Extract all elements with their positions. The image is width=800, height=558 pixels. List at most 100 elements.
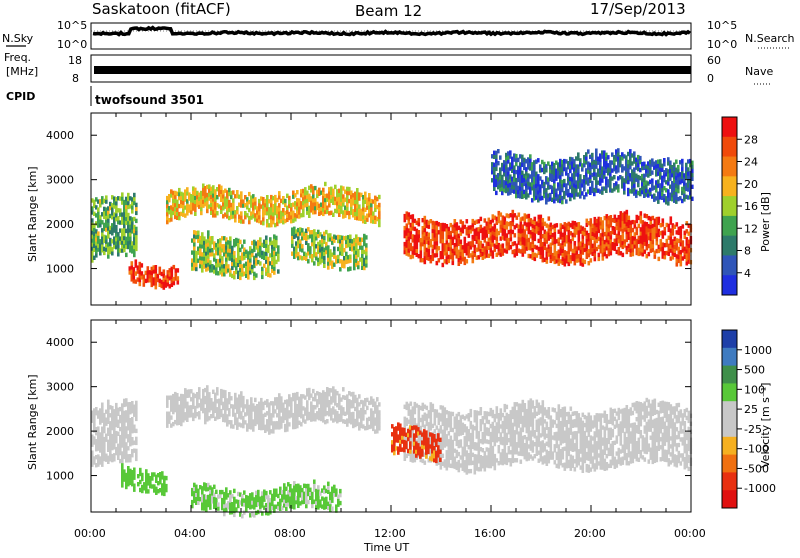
heatmap-cell (332, 189, 335, 193)
heatmap-cell (121, 192, 124, 196)
heatmap-cell (273, 270, 276, 274)
heatmap-cell (416, 249, 419, 253)
heatmap-cell (346, 207, 349, 211)
y-tick-label: 2000 (46, 218, 74, 231)
heatmap-cell (125, 430, 128, 434)
heatmap-cell (227, 264, 230, 268)
heatmap-cell (240, 195, 243, 199)
heatmap-cell (432, 404, 435, 408)
heatmap-cell (135, 457, 138, 461)
heatmap-cell (277, 253, 280, 257)
freq-label-1: Freq. (4, 51, 31, 64)
heatmap-cell (585, 156, 588, 160)
heatmap-cell (115, 403, 118, 407)
heatmap-cell (609, 184, 612, 188)
heatmap-cell (229, 240, 232, 244)
cpid-value: twofsound 3501 (95, 93, 204, 107)
heatmap-cell (335, 488, 338, 492)
heatmap-cell (133, 197, 136, 201)
heatmap-cell (260, 410, 263, 414)
heatmap-cell (333, 251, 336, 255)
heatmap-cell (268, 406, 271, 410)
heatmap-cell (93, 416, 96, 420)
heatmap-cell (266, 195, 269, 199)
heatmap-cell (633, 183, 636, 187)
heatmap-cell (424, 461, 427, 465)
heatmap-cell (438, 246, 441, 250)
heatmap-cell (307, 484, 310, 488)
noise-right-tick-high: 10^5 (707, 19, 737, 32)
heatmap-cell (133, 472, 136, 476)
heatmap-cell (677, 165, 680, 169)
heatmap-cell (255, 273, 258, 277)
heatmap-cell (197, 493, 200, 497)
heatmap-cell (296, 190, 299, 194)
heatmap-cell (365, 251, 368, 255)
heatmap-cell (348, 215, 351, 219)
heatmap-cell (280, 424, 283, 428)
heatmap-cell (273, 497, 276, 501)
heatmap-cell (378, 203, 381, 207)
heatmap-cell (221, 260, 224, 264)
heatmap-cell (515, 154, 518, 158)
heatmap-cell (262, 406, 265, 410)
heatmap-cell (290, 401, 293, 405)
heatmap-cell (629, 149, 632, 153)
heatmap-cell (434, 421, 437, 425)
heatmap-cell (448, 259, 451, 263)
heatmap-cell (466, 219, 469, 223)
heatmap-cell (257, 490, 260, 494)
heatmap-cell (378, 195, 381, 199)
heatmap-cell (135, 207, 138, 211)
heatmap-cell (472, 259, 475, 263)
heatmap-cell (442, 235, 445, 239)
heatmap-cell (234, 218, 237, 222)
heatmap-cell (365, 247, 368, 251)
noise-right-label: N.Search (745, 32, 795, 45)
heatmap-cell (270, 417, 273, 421)
heatmap-cell (286, 427, 289, 431)
heatmap-cell (677, 189, 680, 193)
heatmap-cell (529, 190, 532, 194)
heatmap-cell (205, 507, 208, 511)
heatmap-cell (669, 161, 672, 165)
heatmap-cell (529, 158, 532, 162)
heatmap-cell (307, 500, 310, 504)
heatmap-cell (442, 239, 445, 243)
heatmap-cell (420, 250, 423, 254)
heatmap-cell (125, 253, 128, 257)
heatmap-cell (193, 246, 196, 250)
heatmap-cell (554, 244, 557, 248)
heatmap-cell (414, 418, 417, 422)
heatmap-cell (424, 260, 427, 264)
power-ylabel: Slant Range [km] (26, 166, 39, 262)
heatmap-cell (510, 237, 513, 241)
heatmap-cell (163, 492, 166, 496)
heatmap-cell (135, 449, 138, 453)
heatmap-cell (195, 267, 198, 271)
heatmap-cell (261, 275, 264, 279)
heatmap-cell (291, 240, 294, 244)
heatmap-cell (591, 153, 594, 157)
heatmap-cell (567, 173, 570, 177)
heatmap-cell (359, 241, 362, 245)
heatmap-cell (216, 211, 219, 215)
heatmap-cell (311, 504, 314, 508)
y-tick-label: 3000 (46, 174, 74, 187)
heatmap-cell (302, 209, 305, 213)
heatmap-cell (357, 265, 360, 269)
heatmap-cell (341, 244, 344, 248)
heatmap-cell (206, 385, 209, 389)
heatmap-cell (497, 161, 500, 165)
nave-tick-low: 0 (707, 72, 714, 85)
heatmap-cell (309, 246, 312, 250)
heatmap-cell (537, 158, 540, 162)
heatmap-cell (323, 236, 326, 240)
heatmap-cell (131, 205, 134, 209)
heatmap-cell (258, 215, 261, 219)
heatmap-cell (590, 258, 593, 262)
heatmap-cell (165, 476, 168, 480)
heatmap-cell (622, 233, 625, 237)
heatmap-cell (135, 429, 138, 433)
heatmap-cell (300, 410, 303, 414)
